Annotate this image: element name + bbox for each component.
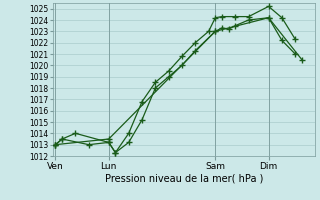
- X-axis label: Pression niveau de la mer( hPa ): Pression niveau de la mer( hPa ): [105, 173, 263, 183]
